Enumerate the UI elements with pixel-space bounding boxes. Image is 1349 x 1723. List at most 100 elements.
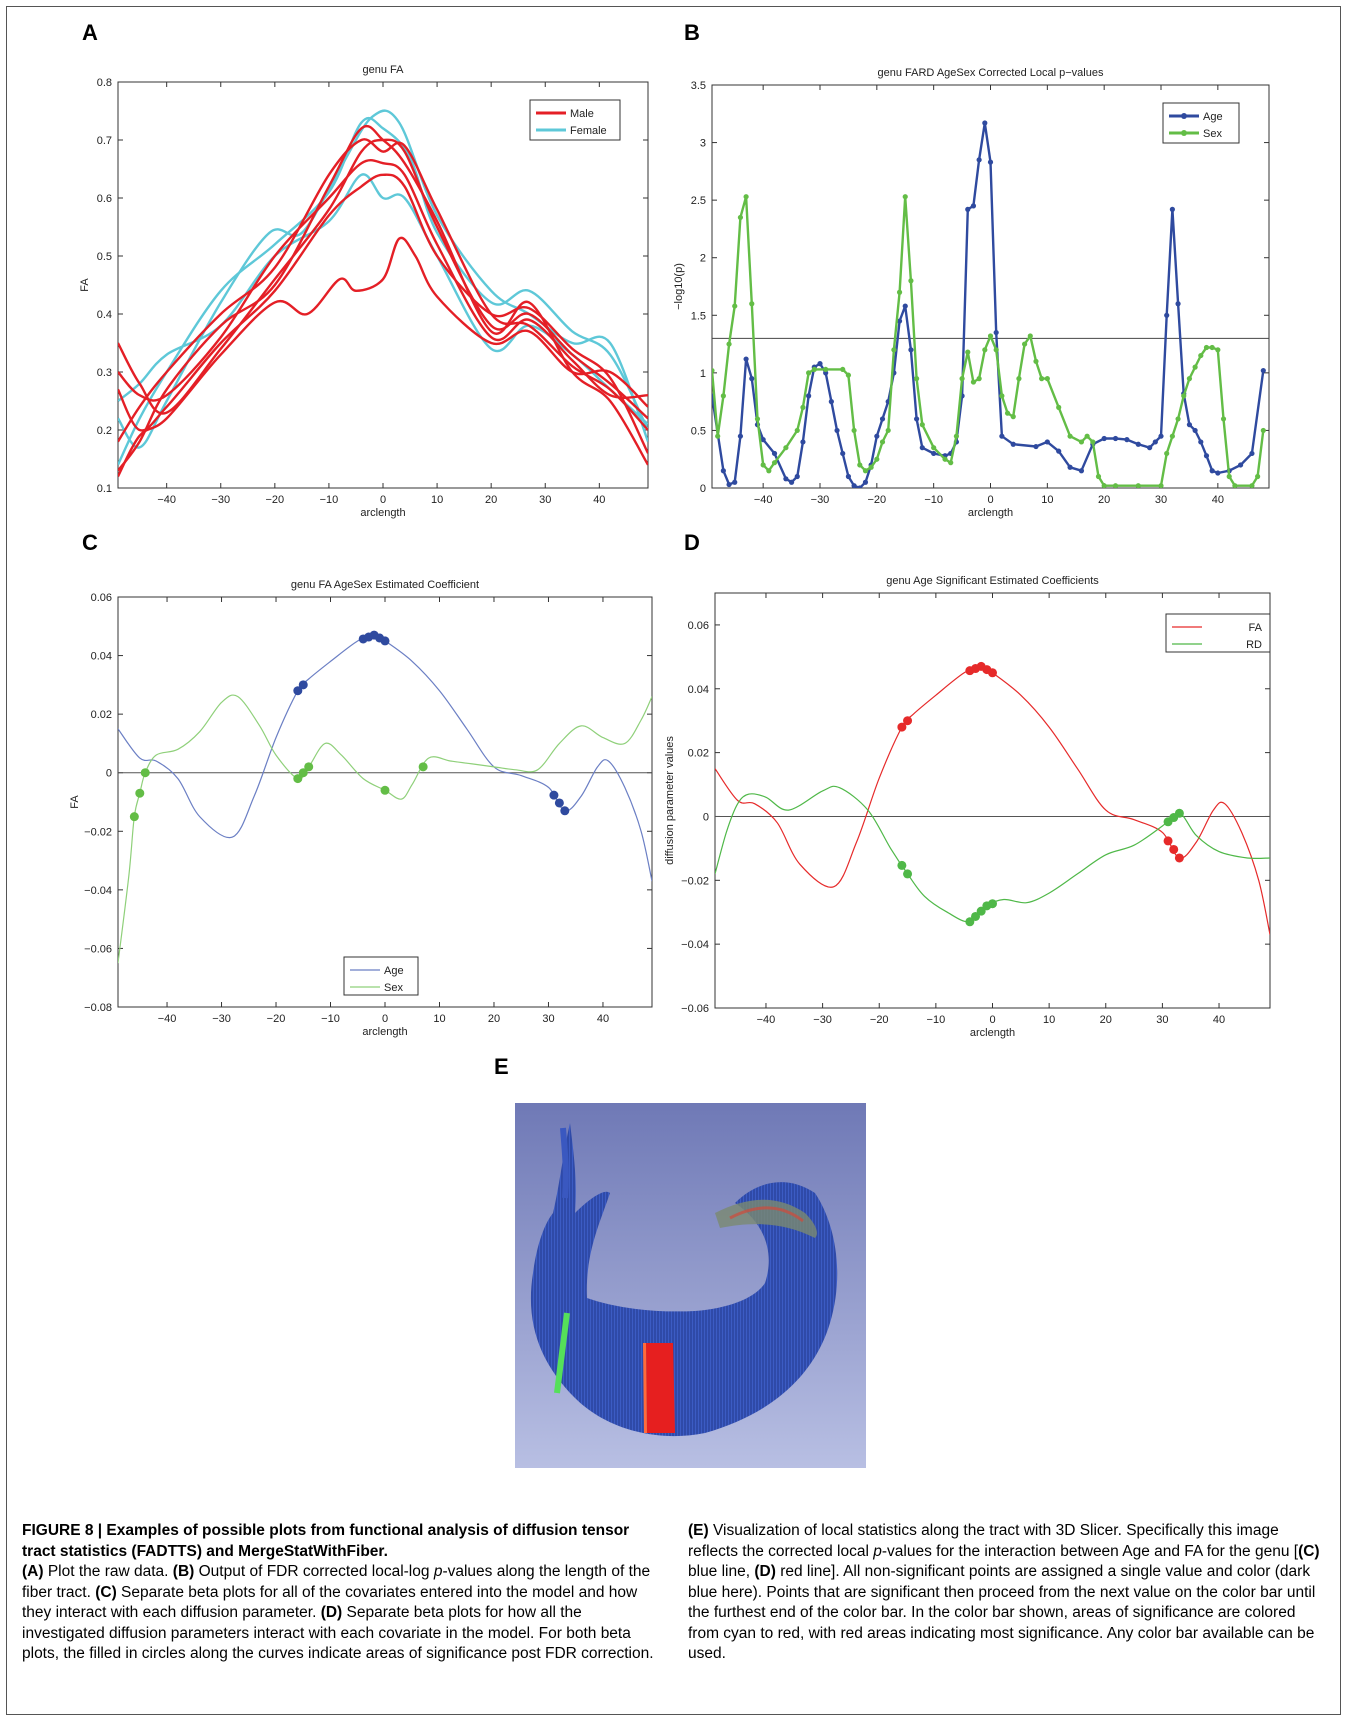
series-group <box>118 109 648 477</box>
data-point <box>783 445 789 451</box>
fiber-tuft <box>560 1127 569 1199</box>
data-point <box>851 483 857 488</box>
y-axis-label: diffusion parameter values <box>664 736 676 865</box>
x-tick-label: 10 <box>433 1013 445 1025</box>
data-point <box>857 485 863 488</box>
data-point <box>908 278 914 284</box>
data-point <box>914 376 920 382</box>
x-tick-label: 10 <box>1041 494 1053 506</box>
significant-point <box>554 798 564 808</box>
data-point <box>914 416 920 422</box>
x-tick-label: 20 <box>485 494 497 506</box>
significant-point <box>988 668 997 678</box>
data-point <box>1203 453 1210 459</box>
caption-e-c: (C) <box>1298 1542 1320 1560</box>
data-point <box>794 473 800 480</box>
series-line-series-4 <box>118 173 648 454</box>
data-point <box>1255 473 1261 480</box>
data-point <box>817 361 823 367</box>
data-point <box>732 479 738 485</box>
data-point <box>1078 439 1085 445</box>
legend-entry-male: Male <box>570 108 594 120</box>
significant-point <box>298 680 308 690</box>
data-point <box>1101 483 1107 488</box>
y-tick-label: 0.8 <box>97 77 112 89</box>
x-axis-label: arclength <box>968 507 1013 519</box>
y-tick-label: −0.02 <box>681 875 709 887</box>
caption-c-label: (C) <box>95 1583 117 1601</box>
chart-title: genu FARD AgeSex Corrected Local p−value… <box>878 67 1104 79</box>
panel-label-b: B <box>684 20 700 45</box>
data-point <box>857 462 863 468</box>
data-point <box>800 439 806 445</box>
data-point <box>737 433 744 439</box>
significant-point <box>380 636 390 646</box>
significant-point <box>129 812 139 822</box>
data-point <box>794 427 800 434</box>
data-point <box>1203 344 1210 351</box>
y-tick-label: 0.6 <box>97 193 112 205</box>
data-point <box>806 370 812 376</box>
y-tick-label: −0.02 <box>84 826 112 838</box>
data-point <box>1124 437 1130 443</box>
significant-point <box>549 790 559 800</box>
y-tick-label: 0.5 <box>97 251 112 263</box>
data-point <box>1147 445 1153 451</box>
x-tick-label: −40 <box>158 1013 177 1025</box>
y-tick-label: 0.06 <box>688 620 709 632</box>
chart-title: genu Age Significant Estimated Coefficie… <box>886 575 1099 587</box>
x-tick-label: −20 <box>266 494 285 506</box>
caption-right: (E) Visualization of local statistics al… <box>688 1521 1328 1665</box>
x-tick-label: 20 <box>1100 1014 1112 1026</box>
series-group <box>118 630 652 964</box>
x-tick-label: −40 <box>157 494 176 506</box>
data-point <box>1260 427 1266 434</box>
legend-box <box>1165 613 1271 653</box>
data-point <box>931 450 937 457</box>
data-point <box>840 450 846 457</box>
sig-region-red <box>646 1343 675 1433</box>
data-point <box>1027 333 1033 339</box>
y-tick-label: −0.08 <box>84 1002 112 1014</box>
significant-point <box>1169 844 1179 854</box>
data-point <box>1186 422 1193 428</box>
data-point <box>1226 473 1232 480</box>
y-tick-label: 2 <box>700 253 706 265</box>
significant-point <box>1174 853 1184 863</box>
data-point <box>806 393 812 399</box>
legend-entry-female: Female <box>570 125 607 137</box>
significant-point <box>988 899 997 909</box>
series-line-series-2 <box>118 138 648 443</box>
significant-point <box>1163 836 1173 846</box>
x-tick-label: 30 <box>539 494 551 506</box>
data-point <box>1192 427 1198 434</box>
data-point <box>1056 448 1062 454</box>
x-tick-label: 0 <box>987 494 993 506</box>
y-tick-label: 0.7 <box>97 135 112 147</box>
data-point <box>1220 416 1227 422</box>
data-point <box>783 476 789 482</box>
caption-d-text: Separate beta plots for how all the inve… <box>22 1604 654 1662</box>
data-point <box>902 194 908 200</box>
data-point <box>1135 441 1141 447</box>
x-tick-label: 30 <box>1156 1014 1168 1026</box>
data-point <box>1033 358 1039 364</box>
data-point <box>970 379 977 385</box>
data-point <box>1169 206 1175 212</box>
caption-left: FIGURE 8 | Examples of possible plots fr… <box>22 1521 654 1665</box>
significant-point <box>418 762 428 772</box>
caption-b-text2: -values along the length of the fiber tr… <box>22 1563 651 1601</box>
significant-point <box>903 869 913 879</box>
panel-label-a: A <box>82 20 98 45</box>
data-point <box>1169 433 1175 439</box>
data-point <box>788 479 795 485</box>
y-tick-label: 0.1 <box>97 483 112 495</box>
x-tick-label: −20 <box>870 1014 889 1026</box>
data-point <box>868 464 874 470</box>
data-point <box>771 460 778 466</box>
y-tick-label: 3 <box>700 138 706 150</box>
x-tick-label: 20 <box>1098 494 1110 506</box>
caption-d-label: (D) <box>320 1604 343 1621</box>
